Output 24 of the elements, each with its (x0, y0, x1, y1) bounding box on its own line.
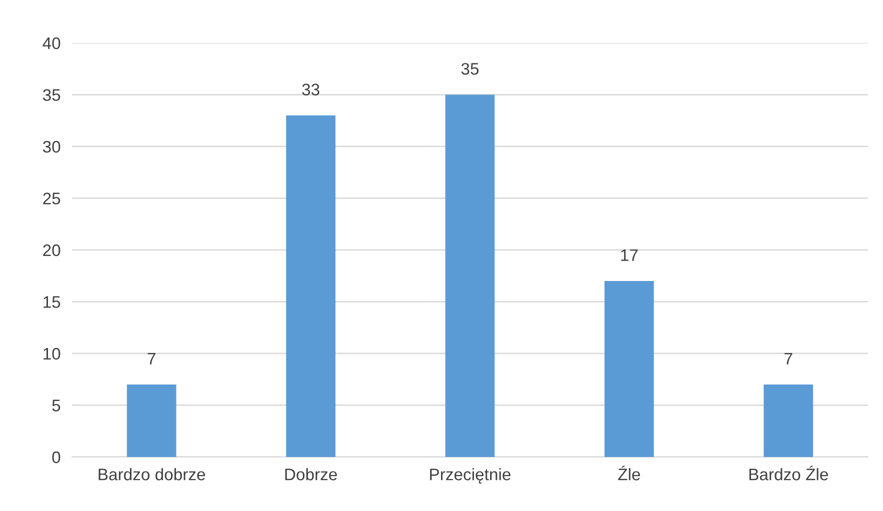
y-tick-label: 35 (42, 89, 60, 101)
y-tick-label: 15 (44, 296, 60, 308)
bar (286, 115, 336, 457)
x-tick-label: Źle (618, 466, 640, 480)
bar (126, 384, 176, 457)
bar (764, 384, 814, 457)
y-tick-label: 10 (44, 348, 60, 360)
y-tick-label: 0 (52, 451, 60, 464)
x-tick-label: Bardzo dobrze (98, 468, 206, 480)
x-tick-label: Dobrze (285, 468, 337, 480)
y-tick-label: 5 (52, 400, 60, 412)
data-label: 17 (621, 249, 638, 261)
y-tick-label: 30 (42, 140, 60, 153)
y-tick-label: 40 (42, 37, 60, 50)
x-tick-label: Bardzo Źle (749, 466, 828, 480)
data-label: 7 (148, 352, 156, 364)
bar (604, 281, 654, 457)
data-label: 35 (461, 62, 479, 75)
x-tick-label: Przeciętnie (430, 468, 510, 484)
data-label: 33 (302, 84, 320, 96)
data-label: 7 (784, 352, 792, 364)
bar (445, 94, 495, 457)
y-tick-label: 20 (43, 244, 60, 256)
y-tick-label: 25 (43, 192, 60, 204)
